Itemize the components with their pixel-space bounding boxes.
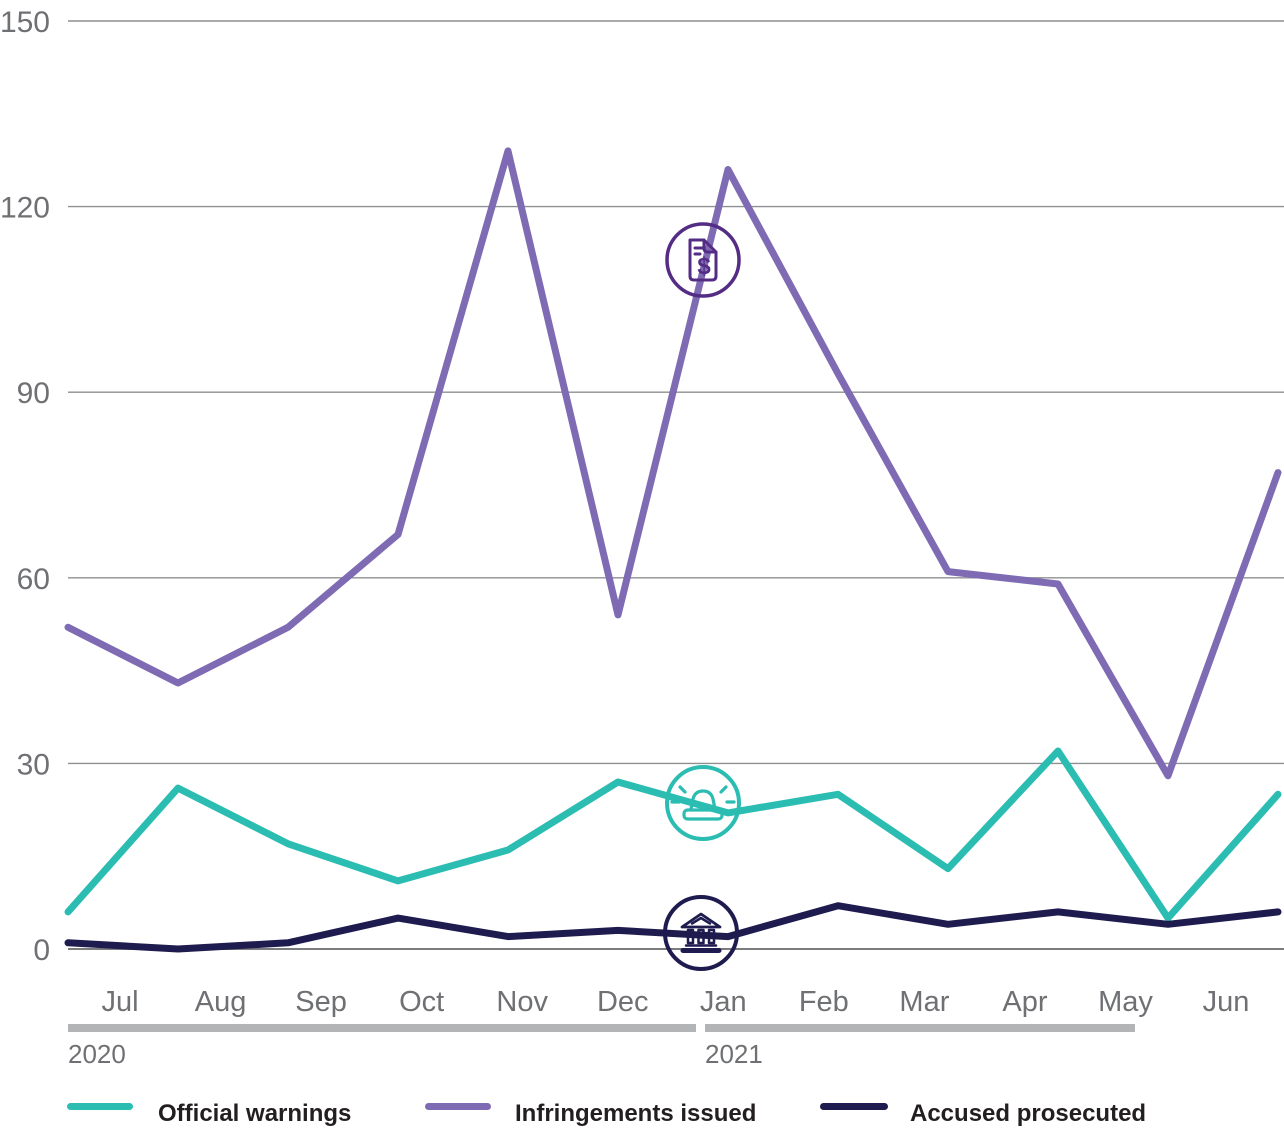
courthouse-icon-column-mid [697, 928, 705, 945]
x-axis-label-oct: Oct [399, 986, 444, 1018]
y-axis-labels: 0 30 60 90 120 150 [0, 6, 50, 967]
x-axis-label-jul: Jul [101, 986, 138, 1018]
gridlines [68, 20, 1284, 950]
x-axis-label-jan: Jan [700, 986, 747, 1018]
y-axis-label-30: 30 [17, 748, 50, 781]
legend-item-infringements-issued: Infringements issued [425, 1100, 756, 1127]
y-axis-label-120: 120 [0, 192, 50, 225]
year-bar-2021 [705, 1024, 1135, 1032]
year-axis: 2020 2021 [68, 1024, 1135, 1069]
siren-icon-dome [689, 789, 717, 811]
siren-icon-rays [670, 785, 736, 804]
x-axis-label-jun: Jun [1203, 986, 1250, 1018]
invoice-icon-circle [665, 222, 741, 298]
legend-label-accused-prosecuted: Accused prosecuted [910, 1100, 1146, 1127]
legend-swatch-accused-prosecuted [820, 1103, 888, 1110]
legend-swatch-infringements-issued [425, 1103, 491, 1110]
x-axis-label-dec: Dec [597, 986, 649, 1018]
series-lines [64, 147, 1282, 953]
legend-label-official-warnings: Official warnings [158, 1100, 351, 1127]
x-axis-label-aug: Aug [195, 986, 247, 1018]
legend-label-infringements-issued: Infringements issued [515, 1100, 756, 1127]
legend-item-official-warnings: Official warnings [67, 1100, 351, 1127]
x-axis-label-apr: Apr [1002, 986, 1047, 1018]
invoice-dollar-icon: $ [665, 222, 741, 298]
y-axis-label-150: 150 [0, 6, 50, 39]
siren-icon [665, 765, 741, 841]
courthouse-icon-pediment [680, 912, 722, 929]
legend-swatch-official-warnings [67, 1103, 133, 1110]
year-label-2020: 2020 [68, 1039, 126, 1069]
legend-item-accused-prosecuted: Accused prosecuted [820, 1100, 1146, 1127]
year-bar-2020 [68, 1024, 696, 1032]
series-line-accused-prosecuted [64, 902, 1282, 953]
invoice-icon-text-lines [693, 246, 705, 256]
courthouse-icon [663, 895, 739, 971]
invoice-icon-page [688, 238, 718, 282]
series-line-official-warnings [64, 747, 1282, 922]
y-axis-label-60: 60 [17, 563, 50, 596]
x-axis-label-sep: Sep [295, 986, 347, 1018]
x-axis-label-feb: Feb [799, 986, 849, 1018]
invoice-icon-dollar-glyph: $ [697, 253, 711, 280]
x-axis-label-nov: Nov [496, 986, 548, 1018]
siren-icon-circle [665, 765, 741, 841]
courthouse-icon-circle [663, 895, 739, 971]
courthouse-icon-column-right [707, 928, 716, 945]
x-axis-label-may: May [1098, 986, 1153, 1018]
y-axis-label-90: 90 [17, 377, 50, 410]
courthouse-icon-inner-pediment [690, 916, 712, 925]
x-axis-month-labels: Jul Aug Sep Oct Nov Dec Jan Feb Mar Apr May Jun [101, 986, 1249, 1018]
courthouse-icon-column-left [686, 928, 695, 945]
legend: Official warnings Infringements issued A… [67, 1100, 1146, 1127]
year-label-2021: 2021 [705, 1039, 763, 1069]
y-axis-label-0: 0 [33, 934, 50, 967]
siren-icon-base [682, 808, 724, 821]
x-axis-label-mar: Mar [899, 986, 949, 1018]
series-line-infringements-issued [64, 147, 1282, 780]
